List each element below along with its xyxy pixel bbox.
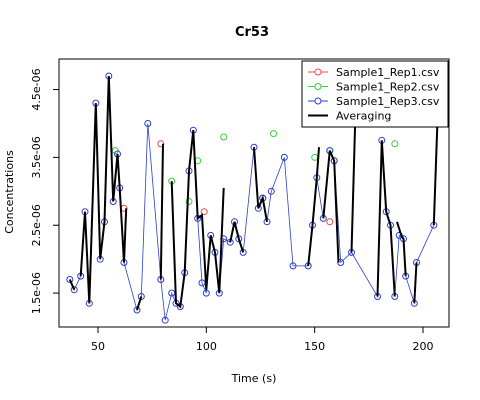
series-2-point bbox=[311, 153, 319, 161]
y-tick-label: 2.5e-06 bbox=[30, 204, 43, 246]
y-tick-label: 3.5e-06 bbox=[30, 136, 43, 178]
y-axis: 1.5e-06 2.5e-06 3.5e-06 4.5e-06 bbox=[30, 68, 60, 314]
series-3-point bbox=[267, 187, 275, 195]
averaging-line-segment bbox=[79, 75, 128, 304]
series-2-point bbox=[391, 140, 399, 148]
x-tick-label: 200 bbox=[413, 340, 434, 353]
legend: Sample1_Rep1.csv Sample1_Rep2.csvSample1_… bbox=[301, 60, 449, 128]
averaging-line-segment bbox=[229, 221, 245, 253]
series-1-point bbox=[200, 208, 208, 216]
averaging-line-segment bbox=[413, 262, 418, 304]
legend-entry: Averaging bbox=[336, 110, 391, 123]
averaging-line-segment bbox=[68, 279, 76, 291]
chart-title: Cr53 bbox=[235, 25, 269, 40]
x-tick-label: 50 bbox=[91, 340, 105, 353]
x-axis-label: Time (s) bbox=[231, 372, 277, 385]
averaging-line-segment bbox=[253, 147, 268, 222]
x-tick-label: 100 bbox=[196, 340, 217, 353]
y-axis-label: Concentrations bbox=[3, 150, 16, 234]
series-3-point bbox=[202, 289, 210, 297]
series-3-point bbox=[289, 262, 297, 270]
series-2-point bbox=[185, 198, 193, 205]
series-3-point bbox=[280, 153, 288, 161]
series-3-point bbox=[66, 276, 74, 283]
legend-entry: Sample1_Rep2.csv bbox=[336, 81, 440, 94]
legend-entry: Sample1_Rep3.csv bbox=[336, 95, 440, 108]
series-3-point bbox=[144, 120, 152, 127]
series-1-point bbox=[157, 140, 165, 148]
series-1-point bbox=[326, 218, 334, 226]
y-tick-label: 1.5e-06 bbox=[30, 272, 43, 314]
averaging-line-segment bbox=[376, 140, 396, 297]
series-3-point bbox=[161, 316, 169, 324]
x-axis: 50 100 150 200 bbox=[91, 326, 434, 353]
series-3-point bbox=[70, 286, 78, 294]
x-tick-label: 150 bbox=[304, 340, 325, 353]
legend-circle-swatch bbox=[314, 68, 322, 76]
legend-circle-swatch bbox=[314, 83, 322, 90]
averaging-line-segment bbox=[170, 130, 225, 309]
averaging-line-segment bbox=[159, 143, 164, 280]
y-tick-label: 4.5e-06 bbox=[30, 68, 43, 110]
series-2-point bbox=[220, 133, 228, 141]
legend-circle-swatch bbox=[314, 97, 322, 105]
averaging-line-segment bbox=[136, 296, 143, 311]
legend-entry: Sample1_Rep1.csv bbox=[336, 66, 440, 79]
averaging-line-segment bbox=[396, 221, 407, 277]
averaging-line-segment bbox=[322, 150, 340, 263]
series-2-point bbox=[270, 130, 277, 138]
averaging-line-segment bbox=[307, 147, 320, 267]
